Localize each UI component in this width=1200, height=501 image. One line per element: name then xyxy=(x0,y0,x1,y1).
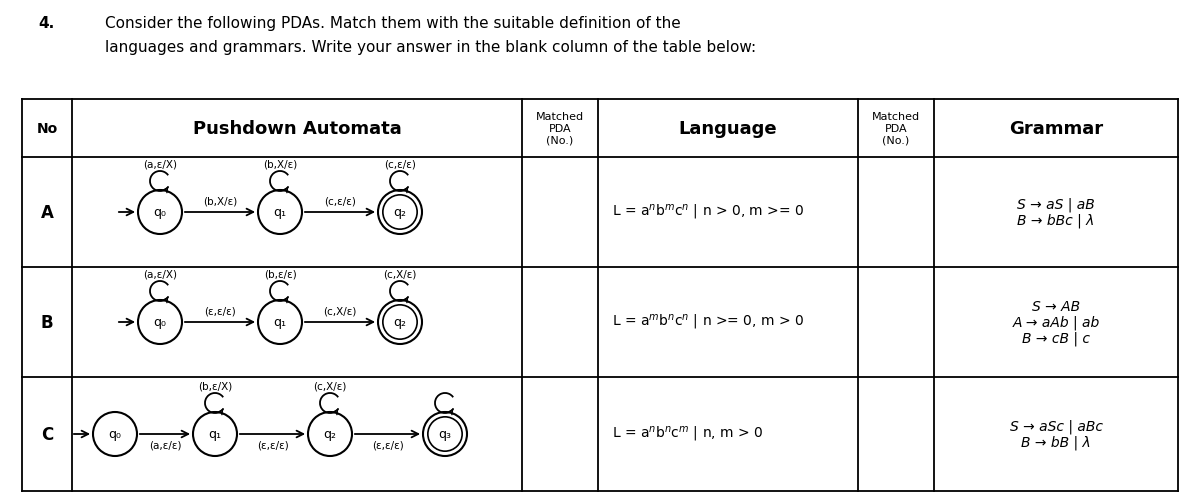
Text: (ε,ε/ε): (ε,ε/ε) xyxy=(257,440,288,450)
Text: (No.): (No.) xyxy=(546,136,574,146)
Text: (c,ε/ε): (c,ε/ε) xyxy=(324,196,356,206)
Text: S → AB: S → AB xyxy=(1032,300,1080,313)
Text: q₀: q₀ xyxy=(108,428,121,440)
Text: q₀: q₀ xyxy=(154,206,167,219)
Text: (No.): (No.) xyxy=(882,136,910,146)
Text: q₀: q₀ xyxy=(154,316,167,329)
Text: (b,ε/ε): (b,ε/ε) xyxy=(264,270,296,280)
Text: A → aAb | ab: A → aAb | ab xyxy=(1013,315,1099,330)
Text: PDA: PDA xyxy=(884,124,907,134)
Text: (b,ε/X): (b,ε/X) xyxy=(198,381,232,391)
Text: q₂: q₂ xyxy=(324,428,336,440)
Text: Matched: Matched xyxy=(536,112,584,122)
Text: (a,ε/ε): (a,ε/ε) xyxy=(149,440,181,450)
Text: B → cB | c: B → cB | c xyxy=(1022,331,1090,346)
Text: q₃: q₃ xyxy=(438,428,451,440)
Text: B → bBc | λ: B → bBc | λ xyxy=(1018,213,1094,228)
Text: q₁: q₁ xyxy=(274,316,287,329)
Circle shape xyxy=(193,412,238,456)
Text: (c,X/ε): (c,X/ε) xyxy=(383,270,416,280)
Text: q₁: q₁ xyxy=(209,428,222,440)
Text: (c,ε/ε): (c,ε/ε) xyxy=(384,160,416,170)
Circle shape xyxy=(138,190,182,234)
Text: Grammar: Grammar xyxy=(1009,120,1103,138)
Text: (c,X/ε): (c,X/ε) xyxy=(313,381,347,391)
Text: L = a$^m$b$^n$c$^n$ | n >= 0, m > 0: L = a$^m$b$^n$c$^n$ | n >= 0, m > 0 xyxy=(612,313,804,332)
Text: q₂: q₂ xyxy=(394,206,407,219)
Text: B → bB | λ: B → bB | λ xyxy=(1021,435,1091,449)
Text: Language: Language xyxy=(679,120,778,138)
Circle shape xyxy=(378,301,422,344)
Text: Matched: Matched xyxy=(872,112,920,122)
Circle shape xyxy=(258,190,302,234)
Circle shape xyxy=(424,412,467,456)
Text: languages and grammars. Write your answer in the blank column of the table below: languages and grammars. Write your answe… xyxy=(106,40,756,55)
Text: S → aSc | aBc: S → aSc | aBc xyxy=(1009,419,1103,433)
Text: (ε,ε/ε): (ε,ε/ε) xyxy=(372,440,403,450)
Text: q₂: q₂ xyxy=(394,316,407,329)
Text: (b,X/ε): (b,X/ε) xyxy=(203,196,238,206)
Text: (a,ε/X): (a,ε/X) xyxy=(143,160,178,170)
Text: Consider the following PDAs. Match them with the suitable definition of the: Consider the following PDAs. Match them … xyxy=(106,16,680,31)
Text: L = a$^n$b$^m$c$^n$ | n > 0, m >= 0: L = a$^n$b$^m$c$^n$ | n > 0, m >= 0 xyxy=(612,203,804,222)
Circle shape xyxy=(258,301,302,344)
Text: (ε,ε/ε): (ε,ε/ε) xyxy=(204,307,236,316)
Text: (a,ε/X): (a,ε/X) xyxy=(143,270,178,280)
Circle shape xyxy=(138,301,182,344)
Circle shape xyxy=(308,412,352,456)
Text: S → aS | aB: S → aS | aB xyxy=(1018,197,1094,212)
Text: q₁: q₁ xyxy=(274,206,287,219)
Text: (c,X/ε): (c,X/ε) xyxy=(323,307,356,316)
Text: No: No xyxy=(36,122,58,136)
Text: PDA: PDA xyxy=(548,124,571,134)
Circle shape xyxy=(94,412,137,456)
Text: B: B xyxy=(41,313,53,331)
Text: C: C xyxy=(41,425,53,443)
Text: Pushdown Automata: Pushdown Automata xyxy=(193,120,401,138)
Text: L = a$^n$b$^n$c$^m$ | n, m > 0: L = a$^n$b$^n$c$^m$ | n, m > 0 xyxy=(612,425,763,443)
Text: (b,X/ε): (b,X/ε) xyxy=(263,160,298,170)
Circle shape xyxy=(378,190,422,234)
Text: 4.: 4. xyxy=(38,16,54,31)
Text: A: A xyxy=(41,203,54,221)
